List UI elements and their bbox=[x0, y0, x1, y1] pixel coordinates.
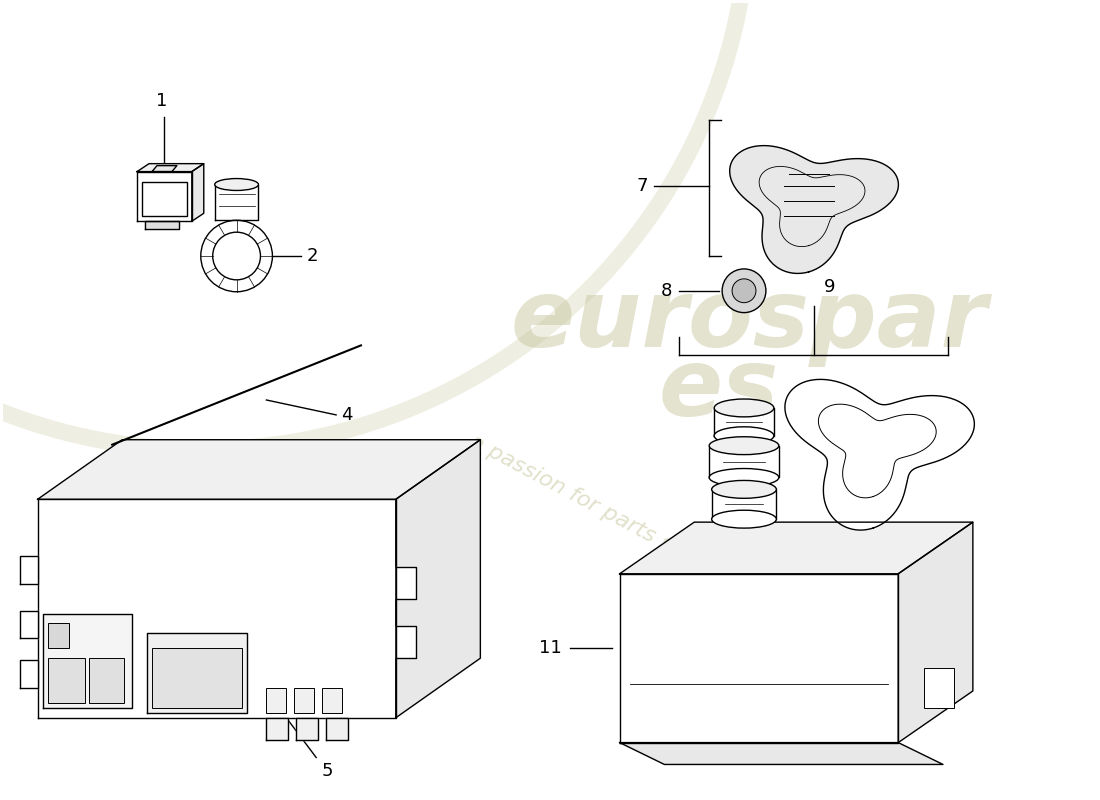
Bar bbox=[295, 688, 315, 713]
Polygon shape bbox=[147, 634, 246, 713]
Polygon shape bbox=[138, 164, 204, 171]
Polygon shape bbox=[710, 446, 779, 478]
Ellipse shape bbox=[712, 510, 777, 528]
Polygon shape bbox=[619, 574, 899, 742]
Ellipse shape bbox=[214, 178, 258, 190]
Bar bbox=[142, 182, 187, 216]
Polygon shape bbox=[396, 626, 416, 658]
Polygon shape bbox=[729, 146, 899, 274]
Polygon shape bbox=[396, 567, 416, 598]
Polygon shape bbox=[266, 718, 288, 740]
Polygon shape bbox=[899, 522, 972, 742]
Polygon shape bbox=[712, 490, 777, 519]
Bar bbox=[266, 688, 286, 713]
Polygon shape bbox=[145, 222, 179, 229]
Ellipse shape bbox=[712, 481, 777, 498]
Polygon shape bbox=[785, 379, 975, 530]
Text: es: es bbox=[659, 344, 779, 436]
Ellipse shape bbox=[714, 427, 774, 445]
Text: 9: 9 bbox=[824, 278, 835, 296]
Circle shape bbox=[722, 269, 766, 313]
Polygon shape bbox=[326, 718, 348, 740]
Polygon shape bbox=[37, 499, 396, 718]
Polygon shape bbox=[152, 166, 177, 171]
Text: 2: 2 bbox=[306, 247, 318, 265]
Polygon shape bbox=[138, 171, 191, 222]
Bar bbox=[89, 658, 124, 703]
Polygon shape bbox=[619, 522, 972, 574]
Polygon shape bbox=[43, 614, 132, 708]
Bar bbox=[47, 623, 69, 648]
Text: 8: 8 bbox=[661, 282, 672, 300]
Ellipse shape bbox=[710, 437, 779, 454]
Polygon shape bbox=[191, 164, 204, 222]
Polygon shape bbox=[20, 556, 37, 584]
Polygon shape bbox=[714, 408, 774, 436]
Text: 1: 1 bbox=[156, 92, 167, 110]
Bar bbox=[924, 668, 954, 708]
Polygon shape bbox=[37, 440, 481, 499]
Bar bbox=[152, 648, 242, 708]
Bar bbox=[322, 688, 342, 713]
Bar bbox=[47, 658, 86, 703]
Ellipse shape bbox=[710, 469, 779, 486]
Text: 11: 11 bbox=[539, 639, 562, 658]
Polygon shape bbox=[296, 718, 318, 740]
Polygon shape bbox=[396, 440, 481, 718]
Text: 4: 4 bbox=[341, 406, 353, 424]
Ellipse shape bbox=[714, 399, 774, 417]
Polygon shape bbox=[619, 742, 943, 765]
Polygon shape bbox=[214, 185, 258, 220]
Text: 7: 7 bbox=[636, 178, 648, 195]
Polygon shape bbox=[20, 660, 37, 688]
Circle shape bbox=[733, 279, 756, 302]
Text: a passion for parts since 1985: a passion for parts since 1985 bbox=[466, 431, 773, 607]
Text: 5: 5 bbox=[321, 762, 332, 781]
Polygon shape bbox=[20, 610, 37, 638]
Text: eurospar: eurospar bbox=[510, 274, 988, 366]
